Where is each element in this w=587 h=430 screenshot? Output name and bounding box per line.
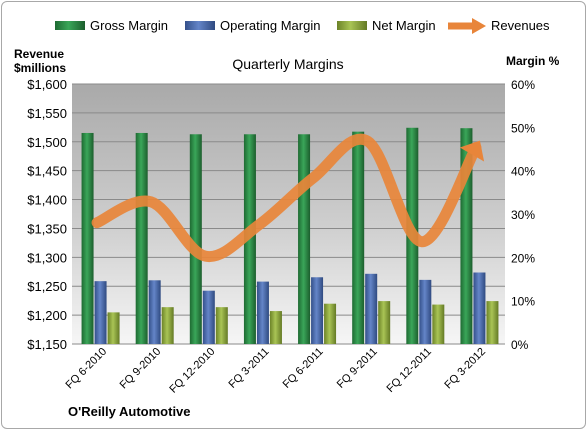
- bar-net-margin-3: [215, 307, 228, 344]
- left-tick-label: $1,450: [27, 164, 67, 179]
- legend-label-gross-margin: Gross Margin: [90, 18, 168, 33]
- legend-item-gross-margin[interactable]: Gross Margin: [55, 18, 168, 33]
- bar-net-margin-8: [486, 301, 499, 344]
- bars: [81, 127, 499, 345]
- bar-operating-margin-7: [419, 279, 432, 344]
- left-axis-ticks: $1,150 $1,200 $1,250 $1,300 $1,350 $1,400 $1,4…: [27, 77, 67, 352]
- x-tick-label: FQ 9-2011: [335, 346, 380, 391]
- bar-gross-margin-1: [81, 132, 94, 344]
- bar-net-margin-6: [378, 301, 391, 344]
- right-tick-label: 50%: [511, 121, 535, 135]
- x-tick-label: FQ 12-2010: [167, 346, 217, 396]
- bar-operating-margin-1: [94, 281, 107, 344]
- right-tick-label: 60%: [511, 78, 535, 92]
- left-tick-label: $1,250: [27, 279, 67, 294]
- bar-operating-margin-4: [256, 281, 269, 344]
- left-axis-label-line2: $millions: [14, 61, 66, 75]
- left-tick-label: $1,550: [27, 106, 67, 121]
- bar-net-margin-4: [269, 311, 282, 344]
- legend-label-revenues: Revenues: [491, 18, 550, 33]
- legend-label-operating-margin: Operating Margin: [220, 18, 320, 33]
- bar-operating-margin-3: [202, 290, 215, 344]
- x-tick-label: FQ 6-2010: [64, 346, 110, 392]
- left-tick-label: $1,400: [27, 193, 67, 208]
- x-tick-label: FQ 12-2011: [385, 346, 434, 395]
- legend-swatch-operating-margin: [185, 21, 215, 30]
- left-tick-label: $1,200: [27, 308, 67, 323]
- bar-net-margin-7: [432, 304, 445, 344]
- legend-item-operating-margin[interactable]: Operating Margin: [185, 18, 320, 33]
- x-tick-label: FQ 9-2010: [118, 346, 164, 392]
- bar-gross-margin-6: [352, 131, 365, 344]
- x-tick-label: FQ 3-2012: [442, 346, 488, 392]
- bar-operating-margin-8: [473, 272, 486, 344]
- legend-swatch-gross-margin: [55, 21, 85, 30]
- left-tick-label: $1,150: [27, 337, 67, 352]
- right-axis-ticks: 0% 10% 20% 30% 40% 50% 60%: [511, 78, 535, 352]
- legend-arrowhead-revenues: [472, 18, 486, 34]
- right-axis-label: Margin %: [506, 54, 560, 68]
- bar-net-margin-1: [107, 312, 120, 344]
- left-tick-label: $1,500: [27, 135, 67, 150]
- left-tick-label: $1,600: [27, 77, 67, 92]
- bar-net-margin-2: [161, 307, 174, 344]
- left-axis-label-line1: Revenue: [14, 47, 64, 61]
- x-axis-ticks: FQ 6-2010 FQ 9-2010 FQ 12-2010 FQ 3-2011 FQ …: [64, 346, 489, 396]
- legend: Gross Margin Operating Margin Net Margin…: [55, 18, 550, 34]
- bar-operating-margin-5: [311, 277, 324, 344]
- chart-title: Quarterly Margins: [232, 56, 343, 72]
- right-tick-label: 20%: [511, 251, 535, 265]
- x-tick-label: FQ 3-2011: [226, 346, 271, 391]
- right-tick-label: 10%: [511, 295, 535, 309]
- right-tick-label: 30%: [511, 208, 535, 222]
- legend-item-revenues[interactable]: Revenues: [448, 18, 550, 34]
- legend-item-net-margin[interactable]: Net Margin: [337, 18, 436, 33]
- bar-gross-margin-2: [135, 132, 148, 344]
- legend-label-net-margin: Net Margin: [372, 18, 436, 33]
- bar-operating-margin-6: [365, 273, 378, 344]
- right-tick-label: 40%: [511, 165, 535, 179]
- company-name: O'Reilly Automotive: [68, 404, 191, 419]
- bar-gross-margin-5: [298, 134, 311, 344]
- revenue-line: [91, 133, 485, 263]
- legend-swatch-net-margin: [337, 21, 367, 30]
- revenue-arrowhead: [459, 140, 485, 162]
- bar-gross-margin-3: [189, 134, 202, 344]
- left-tick-label: $1,300: [27, 250, 67, 265]
- left-tick-label: $1,350: [27, 221, 67, 236]
- right-tick-label: 0%: [511, 338, 529, 352]
- bar-operating-margin-2: [148, 280, 161, 344]
- x-tick-label: FQ 6-2011: [281, 346, 326, 391]
- bar-net-margin-5: [324, 303, 337, 344]
